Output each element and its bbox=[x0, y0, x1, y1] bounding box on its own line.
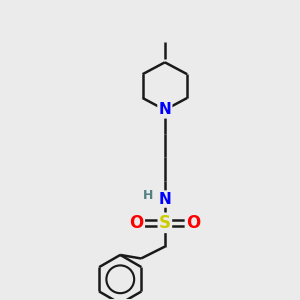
Text: S: S bbox=[159, 214, 171, 232]
Text: N: N bbox=[158, 102, 171, 117]
Text: N: N bbox=[159, 191, 172, 206]
Text: H: H bbox=[143, 189, 154, 202]
Text: O: O bbox=[130, 214, 144, 232]
Text: O: O bbox=[186, 214, 200, 232]
